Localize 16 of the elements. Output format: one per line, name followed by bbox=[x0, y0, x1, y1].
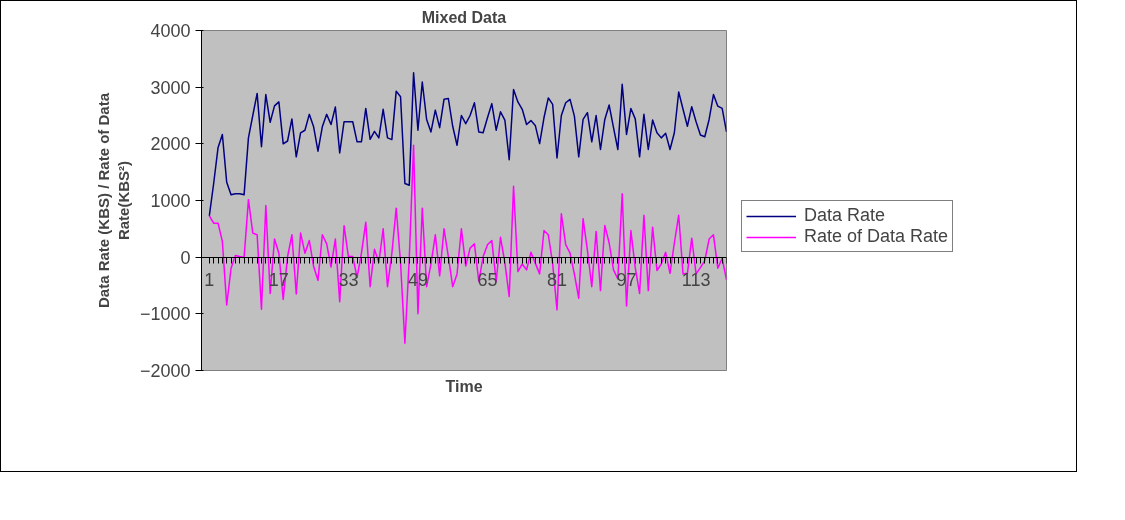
y-axis-title: Data Rate (KBS) / Rate of Data Rate(KBS²) bbox=[94, 92, 132, 309]
legend-label: Rate of Data Rate bbox=[804, 226, 949, 247]
x-axis-title: Time bbox=[445, 377, 483, 395]
y-tick-label: 2000 bbox=[150, 134, 191, 155]
x-tick-label: 113 bbox=[681, 270, 711, 291]
line-series bbox=[208, 71, 727, 217]
x-tick-label: 65 bbox=[477, 270, 498, 291]
legend-label: Data Rate bbox=[804, 205, 886, 226]
y-tick-label: 4000 bbox=[150, 21, 191, 41]
y-tick-label: −2000 bbox=[139, 361, 191, 381]
x-tick-label: 1 bbox=[204, 270, 215, 291]
y-tick-label: 0 bbox=[180, 247, 191, 268]
chart-title: Mixed Data bbox=[421, 8, 507, 26]
y-tick-label: 3000 bbox=[150, 77, 191, 98]
y-tick-label: −1000 bbox=[139, 304, 191, 325]
y-tick-label: 1000 bbox=[150, 191, 191, 211]
